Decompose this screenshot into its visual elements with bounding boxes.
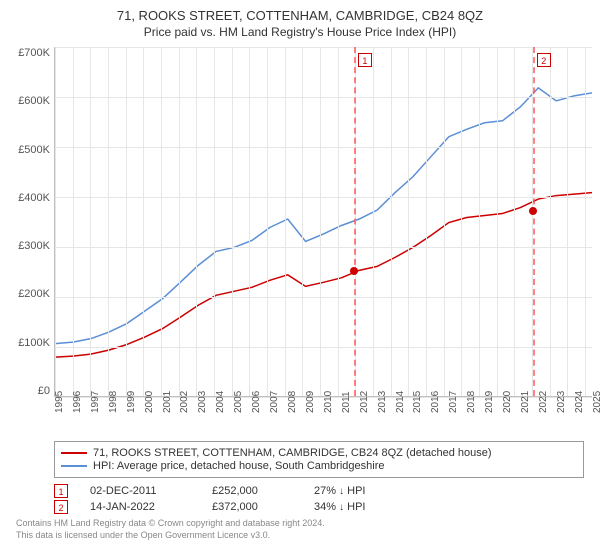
gridline-vertical: [444, 47, 445, 396]
gridline-horizontal: [55, 147, 592, 148]
gridline-horizontal: [55, 347, 592, 348]
gridline-vertical: [461, 47, 462, 396]
series-line-property: [55, 193, 592, 358]
gridline-vertical: [320, 47, 321, 396]
gridline-horizontal: [55, 47, 592, 48]
gridline-vertical: [196, 47, 197, 396]
gridline-vertical: [567, 47, 568, 396]
plot-wrap: £700K£600K£500K£400K£300K£200K£100K£0 12: [8, 47, 592, 397]
legend-label-property: 71, ROOKS STREET, COTTENHAM, CAMBRIDGE, …: [93, 447, 492, 459]
sale-index-badge: 1: [54, 484, 68, 498]
gridline-horizontal: [55, 247, 592, 248]
y-tick-label: £700K: [8, 47, 50, 59]
footer-line-2: This data is licensed under the Open Gov…: [16, 530, 584, 542]
gridline-vertical: [391, 47, 392, 396]
gridline-vertical: [161, 47, 162, 396]
sales-table: 1 02-DEC-2011 £252,000 27% ↓ HPI 2 14-JA…: [54, 484, 584, 514]
legend-row-property: 71, ROOKS STREET, COTTENHAM, CAMBRIDGE, …: [61, 447, 577, 459]
line-chart-svg: [55, 47, 592, 396]
sale-marker: [350, 267, 358, 275]
y-axis: £700K £600K £500K £400K £300K £200K £100K £0: [8, 47, 54, 397]
y-tick-label: £300K: [8, 240, 50, 252]
gridline-vertical: [214, 47, 215, 396]
y-tick-label: £200K: [8, 288, 50, 300]
y-tick-label: £0: [8, 385, 50, 397]
gridline-vertical: [267, 47, 268, 396]
legend-label-hpi: HPI: Average price, detached house, Sout…: [93, 460, 384, 472]
x-axis: 1995199619971998199920002001200220032004…: [54, 397, 592, 437]
sale-index-badge: 2: [54, 500, 68, 514]
gridline-vertical: [126, 47, 127, 396]
y-tick-label: £500K: [8, 144, 50, 156]
gridline-vertical: [497, 47, 498, 396]
y-tick-label: £600K: [8, 95, 50, 107]
gridline-vertical: [232, 47, 233, 396]
sale-date: 14-JAN-2022: [90, 501, 190, 513]
sale-diff: 27% ↓ HPI: [314, 485, 414, 497]
gridline-horizontal: [55, 97, 592, 98]
sale-diff: 34% ↓ HPI: [314, 501, 414, 513]
gridline-vertical: [479, 47, 480, 396]
gridline-vertical: [585, 47, 586, 396]
gridline-vertical: [408, 47, 409, 396]
sales-row-2: 2 14-JAN-2022 £372,000 34% ↓ HPI: [54, 500, 584, 514]
gridline-vertical: [55, 47, 56, 396]
gridline-vertical: [90, 47, 91, 396]
sale-badge: 2: [537, 53, 551, 67]
sale-badge: 1: [358, 53, 372, 67]
gridline-vertical: [514, 47, 515, 396]
chart-container: 71, ROOKS STREET, COTTENHAM, CAMBRIDGE, …: [0, 0, 600, 545]
gridline-vertical: [73, 47, 74, 396]
chart-title: 71, ROOKS STREET, COTTENHAM, CAMBRIDGE, …: [8, 8, 592, 23]
y-tick-label: £100K: [8, 337, 50, 349]
gridline-vertical: [302, 47, 303, 396]
sales-row-1: 1 02-DEC-2011 £252,000 27% ↓ HPI: [54, 484, 584, 498]
down-arrow-icon: ↓: [339, 502, 344, 513]
chart-subtitle: Price paid vs. HM Land Registry's House …: [8, 25, 592, 39]
gridline-vertical: [179, 47, 180, 396]
gridline-vertical: [108, 47, 109, 396]
footer-line-1: Contains HM Land Registry data © Crown c…: [16, 518, 584, 530]
sale-price: £372,000: [212, 501, 292, 513]
gridline-vertical: [426, 47, 427, 396]
footer: Contains HM Land Registry data © Crown c…: [16, 518, 584, 541]
gridline-vertical: [550, 47, 551, 396]
y-tick-label: £400K: [8, 192, 50, 204]
gridline-vertical: [143, 47, 144, 396]
gridline-vertical: [249, 47, 250, 396]
sale-marker: [529, 207, 537, 215]
plot-area: 12: [54, 47, 592, 397]
legend-swatch-property: [61, 452, 87, 454]
gridline-vertical: [373, 47, 374, 396]
sale-date: 02-DEC-2011: [90, 485, 190, 497]
sale-price: £252,000: [212, 485, 292, 497]
legend-row-hpi: HPI: Average price, detached house, Sout…: [61, 460, 577, 472]
down-arrow-icon: ↓: [339, 486, 344, 497]
sale-vertical-line: [533, 47, 535, 396]
gridline-horizontal: [55, 197, 592, 198]
series-line-hpi: [55, 88, 592, 344]
gridline-horizontal: [55, 297, 592, 298]
legend-swatch-hpi: [61, 465, 87, 467]
legend: 71, ROOKS STREET, COTTENHAM, CAMBRIDGE, …: [54, 441, 584, 478]
gridline-vertical: [338, 47, 339, 396]
sale-vertical-line: [354, 47, 356, 396]
gridline-vertical: [285, 47, 286, 396]
